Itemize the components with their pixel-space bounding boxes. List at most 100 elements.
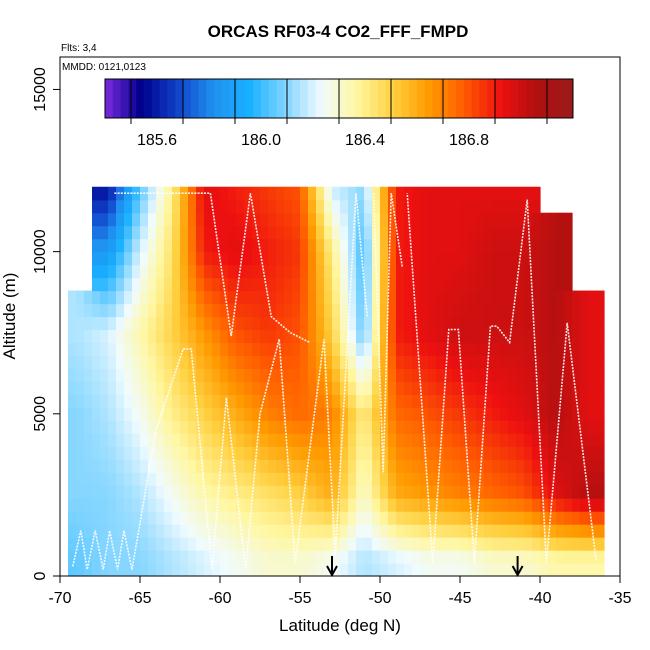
heatmap-cell <box>412 355 421 369</box>
heatmap-cell <box>428 277 437 292</box>
heatmap-cell <box>284 355 293 369</box>
heatmap-cell <box>308 277 317 292</box>
heatmap-cell <box>180 550 189 564</box>
heatmap-cell <box>148 459 157 473</box>
heatmap-cell <box>372 537 381 551</box>
heatmap-cell <box>140 537 149 551</box>
heatmap-cell <box>444 342 453 357</box>
heatmap-cell <box>100 381 109 395</box>
heatmap-cell <box>180 290 189 305</box>
heatmap-cell <box>180 212 189 227</box>
heatmap-cell <box>164 316 173 331</box>
heatmap-cell <box>556 459 565 473</box>
heatmap-cell <box>428 186 437 201</box>
colorbar-swatch <box>409 79 418 118</box>
heatmap-cell <box>308 472 317 486</box>
heatmap-cell <box>316 446 325 460</box>
heatmap-cell <box>204 485 213 499</box>
heatmap-cell <box>148 264 157 279</box>
heatmap-cell <box>452 394 461 408</box>
x-tick-label: -40 <box>528 590 551 607</box>
heatmap-cell <box>284 368 293 382</box>
heatmap-cell <box>388 537 397 551</box>
heatmap-cell <box>84 524 93 538</box>
heatmap-cell <box>428 446 437 460</box>
heatmap-cell <box>564 225 573 240</box>
heatmap-cell <box>92 394 101 408</box>
heatmap-cell <box>572 459 581 473</box>
heatmap-cell <box>180 277 189 292</box>
heatmap-cell <box>356 264 365 279</box>
heatmap-cell <box>420 186 429 201</box>
y-axis-label: Altitude (m) <box>0 273 19 360</box>
heatmap-cell <box>492 459 501 473</box>
heatmap-cell <box>156 472 165 486</box>
heatmap-cell <box>244 277 253 292</box>
heatmap-cell <box>228 199 237 214</box>
heatmap-cell <box>164 212 173 227</box>
heatmap-cell <box>100 238 109 253</box>
heatmap-cell <box>332 303 341 318</box>
heatmap-cell <box>292 264 301 279</box>
heatmap-cell <box>580 303 589 318</box>
heatmap-cell <box>156 381 165 395</box>
heatmap-cell <box>164 433 173 447</box>
heatmap-cell <box>276 433 285 447</box>
heatmap-cell <box>420 498 429 512</box>
heatmap-cell <box>580 498 589 512</box>
heatmap-cell <box>276 238 285 253</box>
heatmap-cell <box>540 329 549 344</box>
heatmap-cell <box>524 355 533 369</box>
heatmap-cell <box>196 524 205 538</box>
heatmap-cell <box>268 394 277 408</box>
heatmap-cell <box>476 407 485 421</box>
heatmap-cell <box>164 511 173 525</box>
heatmap-cell <box>76 290 85 305</box>
heatmap-cell <box>508 238 517 253</box>
heatmap-cell <box>524 485 533 499</box>
heatmap-cell <box>76 511 85 525</box>
heatmap-cell <box>540 459 549 473</box>
heatmap-cell <box>140 212 149 227</box>
heatmap-cell <box>444 368 453 382</box>
heatmap-cell <box>316 277 325 292</box>
colorbar-swatch <box>557 79 566 118</box>
heatmap-cell <box>340 446 349 460</box>
heatmap-cell <box>436 238 445 253</box>
heatmap-cell <box>124 212 133 227</box>
heatmap-cell <box>124 381 133 395</box>
heatmap-cell <box>220 212 229 227</box>
heatmap-cell <box>516 498 525 512</box>
heatmap-cell <box>492 550 501 564</box>
colorbar-swatch <box>448 79 457 118</box>
heatmap-cell <box>260 381 269 395</box>
heatmap-cell <box>196 264 205 279</box>
heatmap-cell <box>340 238 349 253</box>
heatmap-cell <box>140 446 149 460</box>
heatmap-cell <box>484 199 493 214</box>
heatmap-cell <box>412 238 421 253</box>
heatmap-cell <box>124 316 133 331</box>
heatmap-cell <box>124 446 133 460</box>
heatmap-cell <box>596 329 605 344</box>
heatmap-cell <box>276 472 285 486</box>
heatmap-cell <box>188 381 197 395</box>
heatmap-cell <box>444 420 453 434</box>
heatmap-cell <box>556 277 565 292</box>
heatmap-cell <box>316 238 325 253</box>
heatmap-cell <box>596 316 605 331</box>
heatmap-cell <box>300 524 309 538</box>
heatmap-cell <box>284 485 293 499</box>
heatmap-cell <box>468 485 477 499</box>
heatmap-cell <box>244 212 253 227</box>
heatmap-cell <box>292 433 301 447</box>
heatmap-cell <box>476 251 485 266</box>
heatmap-cell <box>476 238 485 253</box>
heatmap-cell <box>340 225 349 240</box>
heatmap-cell <box>532 537 541 551</box>
heatmap-cell <box>116 472 125 486</box>
heatmap-cell <box>388 290 397 305</box>
heatmap-cell <box>580 329 589 344</box>
heatmap-cell <box>380 199 389 214</box>
heatmap-cell <box>580 550 589 564</box>
